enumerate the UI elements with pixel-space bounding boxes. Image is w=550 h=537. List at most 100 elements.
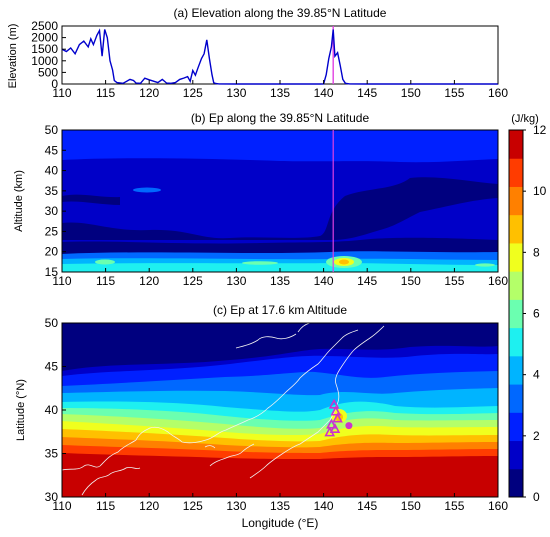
panel-c-field bbox=[62, 323, 498, 497]
colorbar-level bbox=[509, 130, 523, 159]
x-tick-label: 145 bbox=[357, 274, 377, 288]
y-tick-label: 25 bbox=[45, 224, 59, 238]
colorbar-tick-label: 4 bbox=[533, 368, 540, 382]
x-tick-label: 150 bbox=[401, 86, 421, 100]
x-tick-label: 110 bbox=[52, 274, 71, 288]
panel-b-y-ticks: 15 20 25 30 35 40 45 50 bbox=[45, 123, 66, 279]
coastline-south bbox=[81, 467, 141, 496]
y-tick-label: 1000 bbox=[31, 54, 58, 68]
x-tick-label: 125 bbox=[183, 86, 203, 100]
y-tick-label: 35 bbox=[45, 184, 59, 198]
panel-c-y-label: Latitude (°N) bbox=[15, 379, 27, 441]
y-tick-label: 30 bbox=[45, 490, 59, 504]
y-tick-label: 1500 bbox=[31, 42, 58, 56]
colorbar-tick-label: 0 bbox=[533, 490, 540, 504]
panel-c-x-label: Longitude (°E) bbox=[242, 516, 319, 530]
panel-b-x-ticks: 110 115 120 125 130 135 140 145 150 155 160 bbox=[52, 268, 508, 288]
colorbar-level bbox=[509, 327, 523, 357]
y-tick-label: 2000 bbox=[31, 31, 58, 45]
x-tick-label: 160 bbox=[488, 274, 508, 288]
x-tick-label: 110 bbox=[52, 499, 71, 513]
station-triangle-marker bbox=[330, 405, 342, 416]
x-tick-label: 155 bbox=[444, 274, 464, 288]
map-level-12 bbox=[62, 453, 498, 497]
x-tick-label: 140 bbox=[314, 86, 334, 100]
colorbar-level bbox=[509, 355, 523, 385]
panel-b-field bbox=[62, 130, 498, 272]
y-tick-label: 45 bbox=[45, 360, 59, 374]
ep-dark-patch bbox=[62, 194, 120, 205]
panel-c-title: (c) Ep at 17.6 km Altitude bbox=[213, 303, 347, 317]
colorbar-tick-label: 6 bbox=[533, 307, 540, 321]
x-tick-label: 120 bbox=[139, 274, 159, 288]
ep-dark-band-upper bbox=[62, 177, 498, 240]
panel-a-x-ticks: 110 115 120 125 130 135 140 145 150 155 160 bbox=[52, 80, 508, 100]
y-tick-label: 30 bbox=[45, 204, 59, 218]
x-tick-label: 115 bbox=[96, 86, 115, 100]
x-tick-label: 160 bbox=[488, 499, 508, 513]
ep-patch-west bbox=[95, 259, 115, 265]
colorbar-level bbox=[509, 186, 523, 216]
panel-b-ep-cross-section: (b) Ep along the 39.85°N Latitude 110 115… bbox=[13, 111, 508, 288]
station-triangle-marker bbox=[328, 398, 340, 409]
station-triangle-marker bbox=[326, 418, 337, 429]
x-tick-label: 120 bbox=[139, 499, 159, 513]
ep-layer-4 bbox=[62, 263, 498, 272]
colorbar-tick-label: 2 bbox=[533, 429, 540, 443]
x-tick-label: 125 bbox=[183, 499, 203, 513]
x-tick-label: 120 bbox=[139, 86, 159, 100]
colorbar-tick-label: 10 bbox=[533, 184, 547, 198]
coastline-islet bbox=[204, 445, 216, 449]
panel-a-frame bbox=[61, 25, 499, 85]
coastline-northwest bbox=[235, 333, 297, 349]
colorbar-level bbox=[509, 271, 523, 300]
panel-c-ep-map: (c) Ep at 17.6 km Altitude bbox=[15, 303, 508, 530]
panel-c-y-ticks: 30 35 40 45 50 bbox=[45, 316, 66, 504]
panel-a-elevation: (a) Elevation along the 39.85°N Latitude… bbox=[7, 6, 508, 100]
x-tick-label: 145 bbox=[357, 86, 377, 100]
panel-a-y-label: Elevation (m) bbox=[7, 24, 19, 89]
station-circle-marker bbox=[345, 422, 353, 430]
colorbar-tick-label: 8 bbox=[533, 245, 540, 259]
colorbar-level bbox=[509, 384, 523, 413]
x-tick-label: 150 bbox=[401, 274, 421, 288]
colorbar-level bbox=[509, 299, 523, 329]
colorbar-tick-label: 12 bbox=[533, 123, 547, 137]
x-tick-label: 135 bbox=[270, 86, 290, 100]
y-tick-label: 0 bbox=[51, 77, 58, 91]
y-tick-label: 35 bbox=[45, 447, 59, 461]
x-tick-label: 135 bbox=[270, 274, 290, 288]
y-tick-label: 40 bbox=[45, 164, 59, 178]
panel-c-markers bbox=[324, 398, 353, 437]
elevation-line bbox=[61, 28, 498, 85]
coastline-peninsula bbox=[209, 443, 255, 467]
y-tick-label: 50 bbox=[45, 123, 59, 137]
y-tick-label: 15 bbox=[45, 265, 59, 279]
x-tick-label: 145 bbox=[357, 499, 377, 513]
x-tick-label: 160 bbox=[488, 86, 508, 100]
ep-dark-band-lower bbox=[62, 237, 498, 254]
y-tick-label: 45 bbox=[45, 143, 59, 157]
panel-b-y-label: Altitude (km) bbox=[13, 170, 25, 232]
coastline-mainland bbox=[62, 329, 359, 471]
x-tick-label: 155 bbox=[444, 499, 464, 513]
x-tick-label: 110 bbox=[52, 86, 71, 100]
station-triangle-marker bbox=[324, 426, 336, 437]
coastline-north-island bbox=[341, 325, 385, 367]
colorbar-level bbox=[509, 412, 523, 442]
ep-upper-region bbox=[62, 130, 498, 163]
colorbar-unit: (J/kg) bbox=[511, 113, 539, 125]
y-tick-label: 50 bbox=[45, 316, 59, 330]
colorbar-level bbox=[509, 242, 523, 272]
colorbar-ticks: 0 2 4 6 8 10 12 bbox=[523, 123, 547, 504]
x-tick-label: 115 bbox=[96, 499, 115, 513]
x-tick-label: 130 bbox=[226, 86, 246, 100]
y-tick-label: 500 bbox=[38, 65, 58, 79]
x-tick-label: 130 bbox=[226, 499, 246, 513]
y-tick-label: 40 bbox=[45, 403, 59, 417]
ep-patch-mid bbox=[242, 261, 278, 265]
colorbar-level bbox=[509, 440, 523, 470]
ep-patch-east bbox=[475, 263, 495, 267]
